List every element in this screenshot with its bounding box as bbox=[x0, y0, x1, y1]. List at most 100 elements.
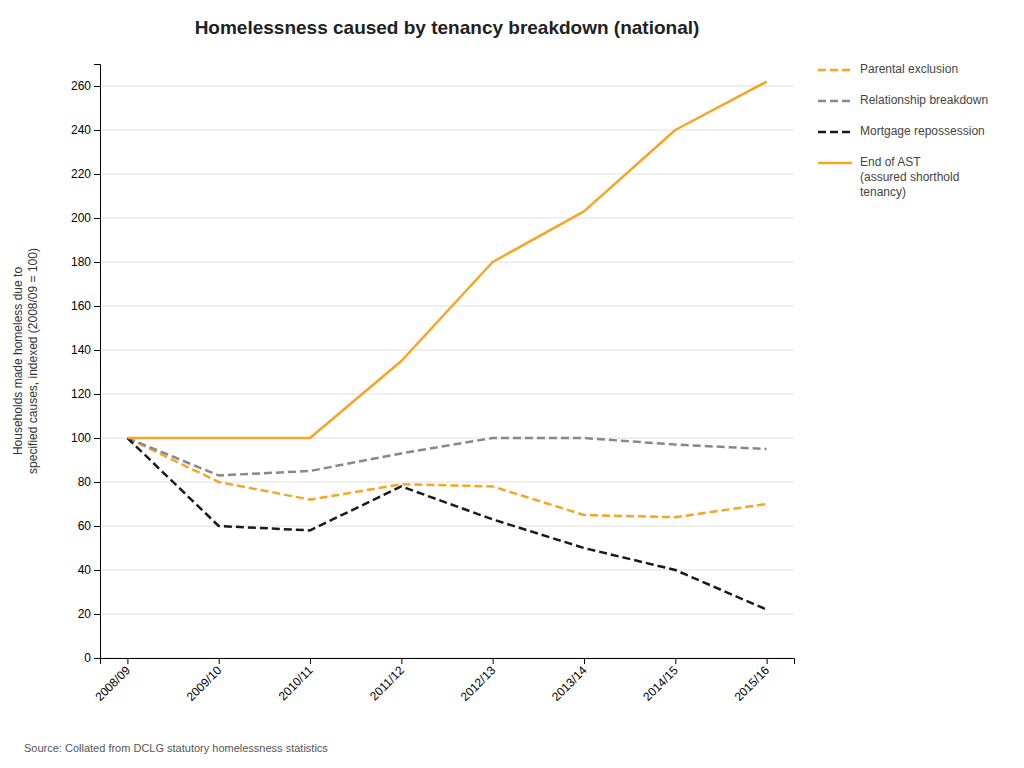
y-tick-mark bbox=[94, 350, 100, 351]
legend-label: End of AST(assured shortholdtenancy) bbox=[860, 155, 959, 199]
legend-label: Mortgage repossession bbox=[860, 124, 985, 138]
y-tick: 160 bbox=[71, 299, 100, 313]
x-tick: 2012/13 bbox=[458, 658, 499, 704]
x-tick-mark bbox=[767, 658, 768, 664]
grid bbox=[100, 86, 794, 658]
x-tick-label: 2013/14 bbox=[549, 663, 590, 704]
y-axis-line bbox=[94, 65, 101, 659]
y-tick-label: 60 bbox=[78, 519, 92, 533]
y-tick: 260 bbox=[71, 79, 100, 93]
y-tick-label: 240 bbox=[71, 123, 91, 137]
y-tick-mark bbox=[94, 86, 100, 87]
x-tick-label: 2009/10 bbox=[184, 663, 225, 704]
y-tick-label: 140 bbox=[71, 343, 91, 357]
x-tick-mark bbox=[675, 658, 676, 664]
grid-line bbox=[100, 394, 794, 395]
y-tick: 220 bbox=[71, 167, 100, 181]
y-tick: 60 bbox=[78, 519, 100, 533]
y-tick-mark bbox=[94, 438, 100, 439]
series-line bbox=[127, 438, 766, 475]
legend-swatch bbox=[818, 69, 852, 72]
legend-item: Mortgage repossession bbox=[818, 124, 985, 138]
legend-item: End of AST(assured shortholdtenancy) bbox=[818, 155, 959, 199]
y-tick: 40 bbox=[78, 563, 100, 577]
plot: 0 20 40 60 80 100 120 140 160 180 200 220 240 260 2008… bbox=[11, 65, 795, 704]
y-tick-label: 180 bbox=[71, 255, 91, 269]
y-tick-mark bbox=[94, 570, 100, 571]
source: Source: Collated from DCLG statutory hom… bbox=[24, 742, 328, 754]
title: Homelessness caused by tenancy breakdown… bbox=[195, 17, 700, 38]
x-tick: 2008/09 bbox=[92, 658, 133, 704]
y-tick: 180 bbox=[71, 255, 100, 269]
y-tick-mark bbox=[94, 394, 100, 395]
series-line bbox=[127, 82, 766, 438]
y-tick-label: 80 bbox=[78, 475, 92, 489]
series-line bbox=[127, 438, 766, 610]
y-tick: 20 bbox=[78, 607, 100, 621]
legend-item: Relationship breakdown bbox=[818, 93, 988, 107]
y-tick-label: 20 bbox=[78, 607, 92, 621]
x-tick-label: 2010/11 bbox=[276, 663, 316, 703]
y-axis: 0 20 40 60 80 100 120 140 160 180 200 220 240 260 bbox=[71, 65, 101, 666]
grid-line bbox=[100, 130, 794, 131]
y-tick-mark bbox=[94, 658, 100, 659]
x-tick-mark bbox=[401, 658, 402, 664]
x-tick-mark bbox=[219, 658, 220, 664]
y-tick-mark bbox=[94, 218, 100, 219]
y-tick-mark bbox=[94, 614, 100, 615]
y-tick-mark bbox=[94, 306, 100, 307]
x-tick: 2011/12 bbox=[367, 658, 407, 703]
x-tick: 2014/15 bbox=[640, 658, 681, 704]
x-tick-label: 2008/09 bbox=[92, 663, 133, 704]
chart: 0 20 40 60 80 100 120 140 160 180 200 220 240 260 2008… bbox=[0, 0, 1024, 768]
x-axis: 2008/09 2009/10 2010/11 2011/12 2012/13 2013/… bbox=[92, 658, 794, 704]
y-tick-label: 40 bbox=[78, 563, 92, 577]
y-tick-label: 220 bbox=[71, 167, 91, 181]
lines bbox=[127, 82, 766, 610]
y-axis-title: Households made homeless due tospecified… bbox=[11, 248, 40, 474]
grid-line bbox=[100, 174, 794, 175]
x-tick: 2010/11 bbox=[276, 658, 316, 703]
grid-line bbox=[100, 262, 794, 263]
legend-swatch bbox=[818, 100, 852, 103]
grid-line bbox=[100, 526, 794, 527]
grid-line bbox=[100, 350, 794, 351]
y-tick-mark bbox=[94, 262, 100, 263]
x-tick-mark bbox=[310, 658, 311, 664]
y-tick: 80 bbox=[78, 475, 100, 489]
y-tick: 200 bbox=[71, 211, 100, 225]
y-tick: 140 bbox=[71, 343, 100, 357]
legend-swatch bbox=[818, 162, 852, 165]
x-tick-mark bbox=[584, 658, 585, 664]
x-tick-label: 2012/13 bbox=[458, 663, 499, 704]
y-tick: 240 bbox=[71, 123, 100, 137]
y-tick-label: 100 bbox=[71, 431, 91, 445]
y-tick: 0 bbox=[84, 651, 100, 665]
grid-line bbox=[100, 218, 794, 219]
grid-line bbox=[100, 86, 794, 87]
y-tick-mark bbox=[94, 174, 100, 175]
y-tick-mark bbox=[94, 130, 100, 131]
legend-label: Parental exclusion bbox=[860, 62, 958, 76]
legend-label: Relationship breakdown bbox=[860, 93, 988, 107]
series-line bbox=[127, 438, 766, 517]
legend: Parental exclusion Relationship breakdown… bbox=[818, 62, 988, 199]
y-tick-label: 200 bbox=[71, 211, 91, 225]
y-tick: 100 bbox=[71, 431, 100, 445]
x-tick: 2013/14 bbox=[549, 658, 590, 704]
grid-line bbox=[100, 306, 794, 307]
x-axis-line bbox=[101, 659, 795, 665]
x-tick-mark bbox=[493, 658, 494, 664]
y-tick-label: 120 bbox=[71, 387, 91, 401]
y-tick-mark bbox=[94, 482, 100, 483]
y-tick-label: 260 bbox=[71, 79, 91, 93]
x-tick-mark bbox=[127, 658, 128, 664]
y-tick: 120 bbox=[71, 387, 100, 401]
x-tick: 2015/16 bbox=[732, 658, 773, 704]
x-tick-label: 2014/15 bbox=[640, 663, 681, 704]
x-tick-label: 2015/16 bbox=[732, 663, 773, 704]
grid-line bbox=[100, 482, 794, 483]
grid-line bbox=[100, 570, 794, 571]
grid-line bbox=[100, 614, 794, 615]
legend-swatch bbox=[818, 131, 852, 134]
